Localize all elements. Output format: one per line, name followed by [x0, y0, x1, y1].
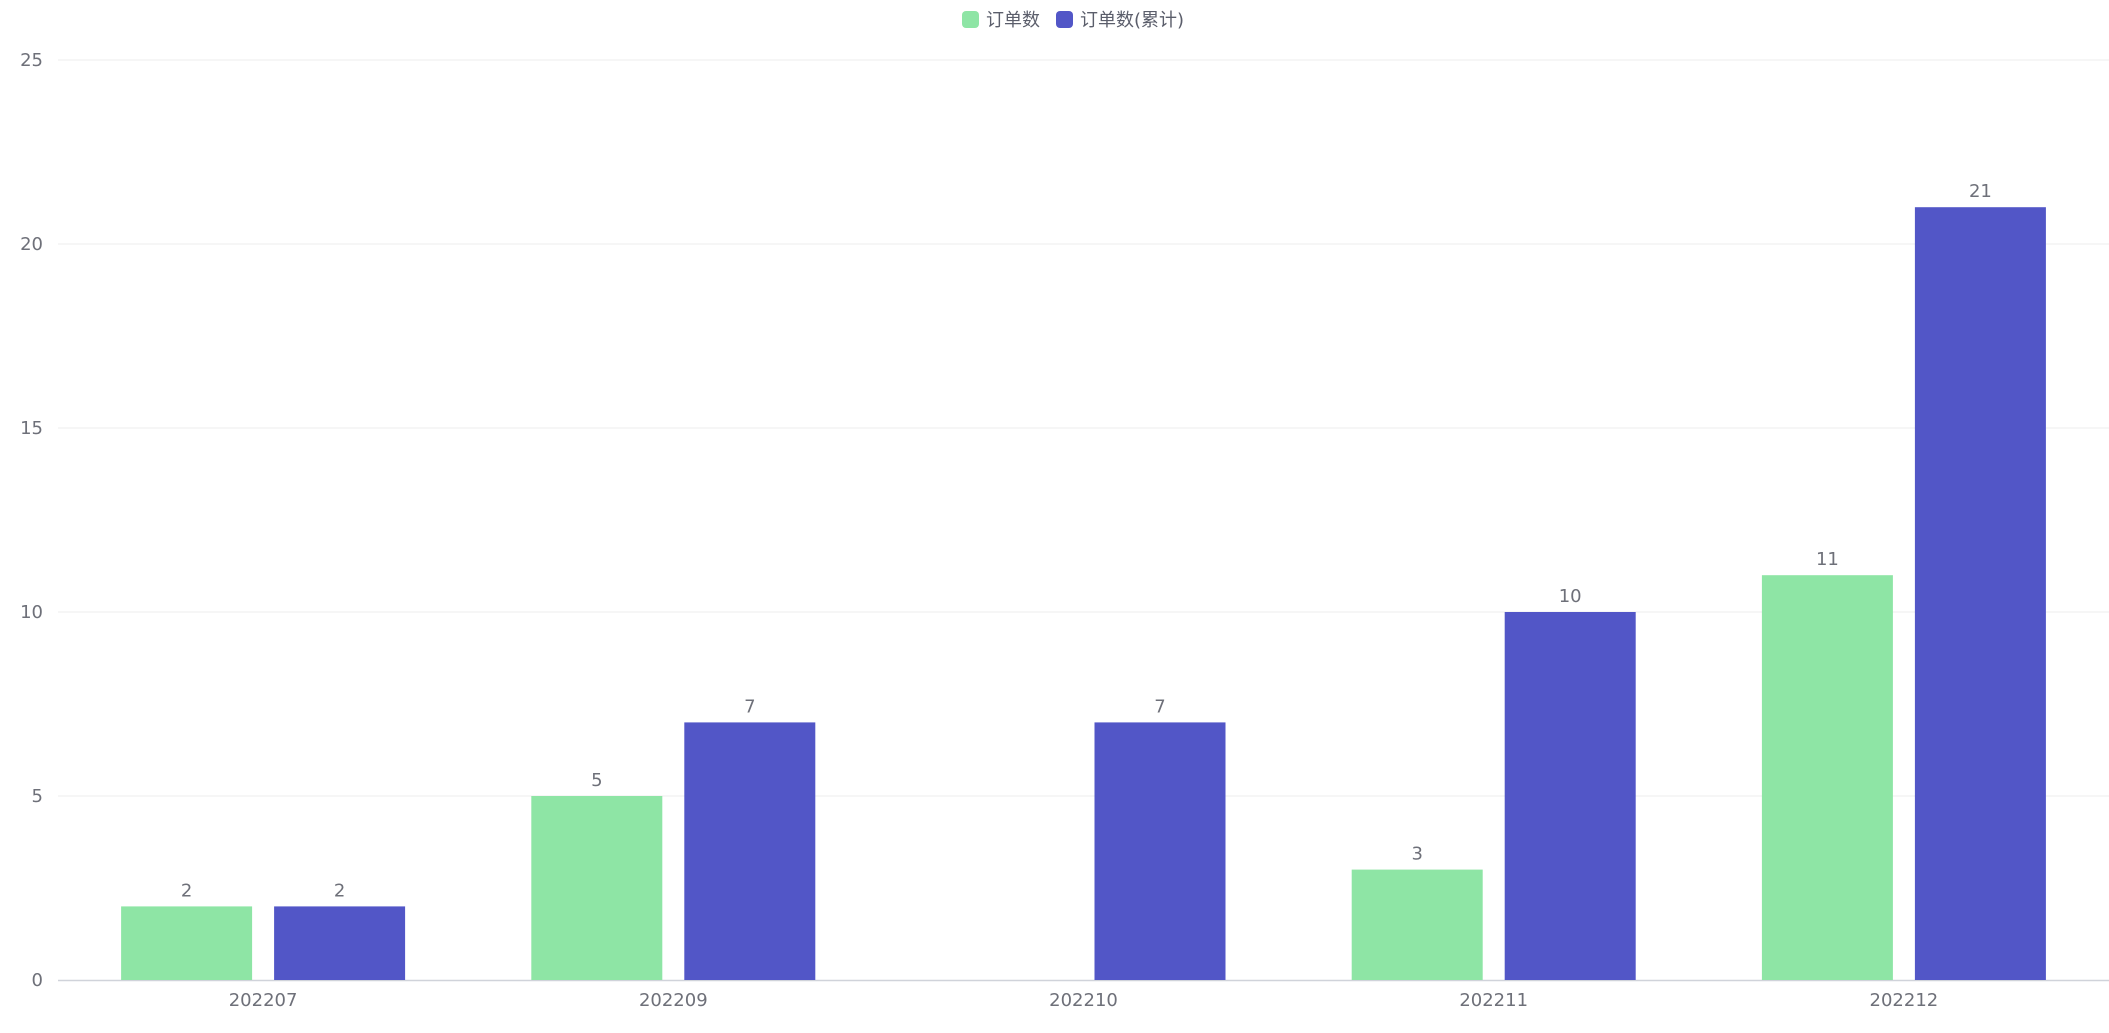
bar-orders[interactable]: [1351, 869, 1483, 980]
legend-label: 订单数(累计): [1080, 10, 1184, 31]
x-tick-label: 202211: [1459, 990, 1528, 1011]
bar-orders-cumulative[interactable]: [1094, 722, 1226, 980]
data-label: 11: [1816, 549, 1839, 570]
legend-item[interactable]: 订单数: [962, 10, 1040, 31]
data-label: 2: [181, 880, 192, 901]
legend: 订单数 订单数(累计): [962, 10, 1184, 31]
bar-orders[interactable]: [121, 906, 253, 980]
data-label: 5: [591, 770, 602, 791]
bar-orders-cumulative[interactable]: [1504, 612, 1636, 980]
bars: 2 2 5 7 7 3 10 11 21: [121, 181, 2046, 980]
y-tick-label: 10: [20, 602, 43, 623]
y-axis: 0 5 10 15 20 25: [20, 50, 43, 991]
x-axis: 202207 202209 202210 202211 202212: [58, 979, 2109, 1011]
y-tick-label: 5: [32, 786, 43, 807]
x-tick-label: 202210: [1049, 990, 1118, 1011]
bar-orders-cumulative[interactable]: [1914, 207, 2046, 980]
data-label: 7: [1154, 696, 1165, 717]
x-tick-label: 202212: [1870, 990, 1939, 1011]
data-label: 7: [744, 696, 755, 717]
x-tick-label: 202209: [639, 990, 708, 1011]
legend-swatch: [962, 11, 979, 28]
y-tick-label: 15: [20, 418, 43, 439]
data-label: 2: [334, 880, 345, 901]
data-label: 21: [1969, 181, 1992, 202]
data-label: 10: [1559, 586, 1582, 607]
bar-orders[interactable]: [1761, 575, 1893, 980]
y-tick-label: 20: [20, 234, 43, 255]
legend-swatch: [1056, 11, 1073, 28]
data-label: 3: [1411, 844, 1422, 865]
y-tick-label: 25: [20, 50, 43, 71]
bar-orders-cumulative[interactable]: [274, 906, 406, 980]
x-tick-label: 202207: [229, 990, 298, 1011]
legend-label: 订单数: [986, 10, 1040, 31]
bar-orders-cumulative[interactable]: [684, 722, 816, 980]
y-tick-label: 0: [32, 970, 43, 991]
legend-item[interactable]: 订单数(累计): [1056, 10, 1184, 31]
bar-orders[interactable]: [531, 796, 663, 980]
